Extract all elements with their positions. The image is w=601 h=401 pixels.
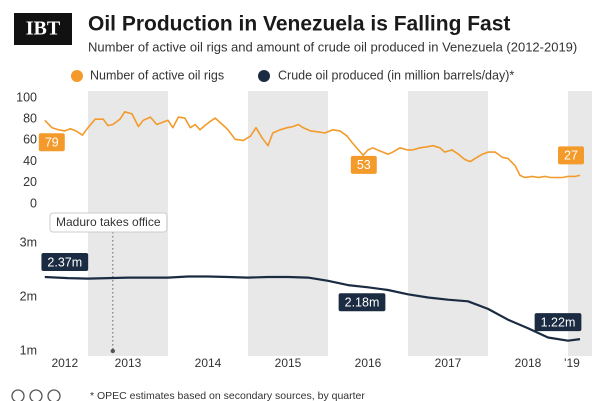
value-label: 53	[357, 158, 371, 172]
label-box	[41, 253, 89, 272]
annotation-box	[49, 212, 168, 233]
label-box	[558, 146, 584, 165]
y-tick-label: 100	[16, 90, 37, 104]
y-tick-label: 1m	[20, 343, 37, 357]
value-label: 2.18m	[345, 296, 380, 310]
x-tick-label: 2015	[275, 356, 302, 370]
y-tick-label: 60	[23, 133, 37, 147]
value-label: 79	[45, 136, 59, 150]
label-box	[350, 155, 377, 174]
y-tick-label: 20	[23, 175, 37, 189]
x-tick-label: 2018	[515, 356, 542, 370]
y-tick-label: 40	[23, 154, 37, 168]
label-box	[338, 293, 386, 312]
y-tick-label: 80	[23, 111, 37, 125]
logo: IBT	[26, 18, 61, 40]
annotation-dot	[110, 348, 116, 354]
x-tick-label: 2013	[115, 356, 142, 370]
year-band	[248, 91, 328, 356]
y-tick-label: 2m	[20, 289, 37, 303]
annotation: Maduro takes office	[56, 215, 161, 229]
x-tick-label: 2016	[355, 356, 382, 370]
year-band	[408, 91, 488, 356]
label-box	[534, 313, 582, 332]
chart-title: Oil Production in Venezuela is Falling F…	[88, 13, 510, 36]
legend-marker	[71, 70, 83, 82]
legend-label: Crude oil produced (in million barrels/d…	[278, 68, 514, 82]
chart-subtitle: Number of active oil rigs and amount of …	[88, 39, 577, 54]
x-tick-label: '19	[564, 356, 580, 370]
x-tick-label: 2014	[195, 356, 222, 370]
year-band	[568, 91, 592, 356]
data-line	[44, 275, 581, 342]
nd-icon	[47, 389, 61, 401]
legend-label: Number of active oil rigs	[90, 68, 224, 82]
label-box	[38, 133, 65, 152]
value-label: 2.37m	[47, 255, 82, 269]
y-tick-label: 0	[30, 196, 37, 210]
cc-icon	[11, 389, 25, 401]
value-label: 27	[564, 149, 578, 163]
year-bands	[88, 91, 592, 356]
data-line	[44, 111, 581, 179]
footnote: * OPEC estimates based on secondary sour…	[90, 390, 365, 401]
value-label: 1.22m	[541, 315, 576, 329]
x-tick-label: 2012	[51, 356, 78, 370]
x-tick-label: 2017	[435, 356, 462, 370]
by-icon	[29, 389, 43, 401]
y-tick-label: 3m	[20, 235, 37, 249]
legend-marker	[258, 70, 270, 82]
logo-box	[14, 13, 72, 45]
